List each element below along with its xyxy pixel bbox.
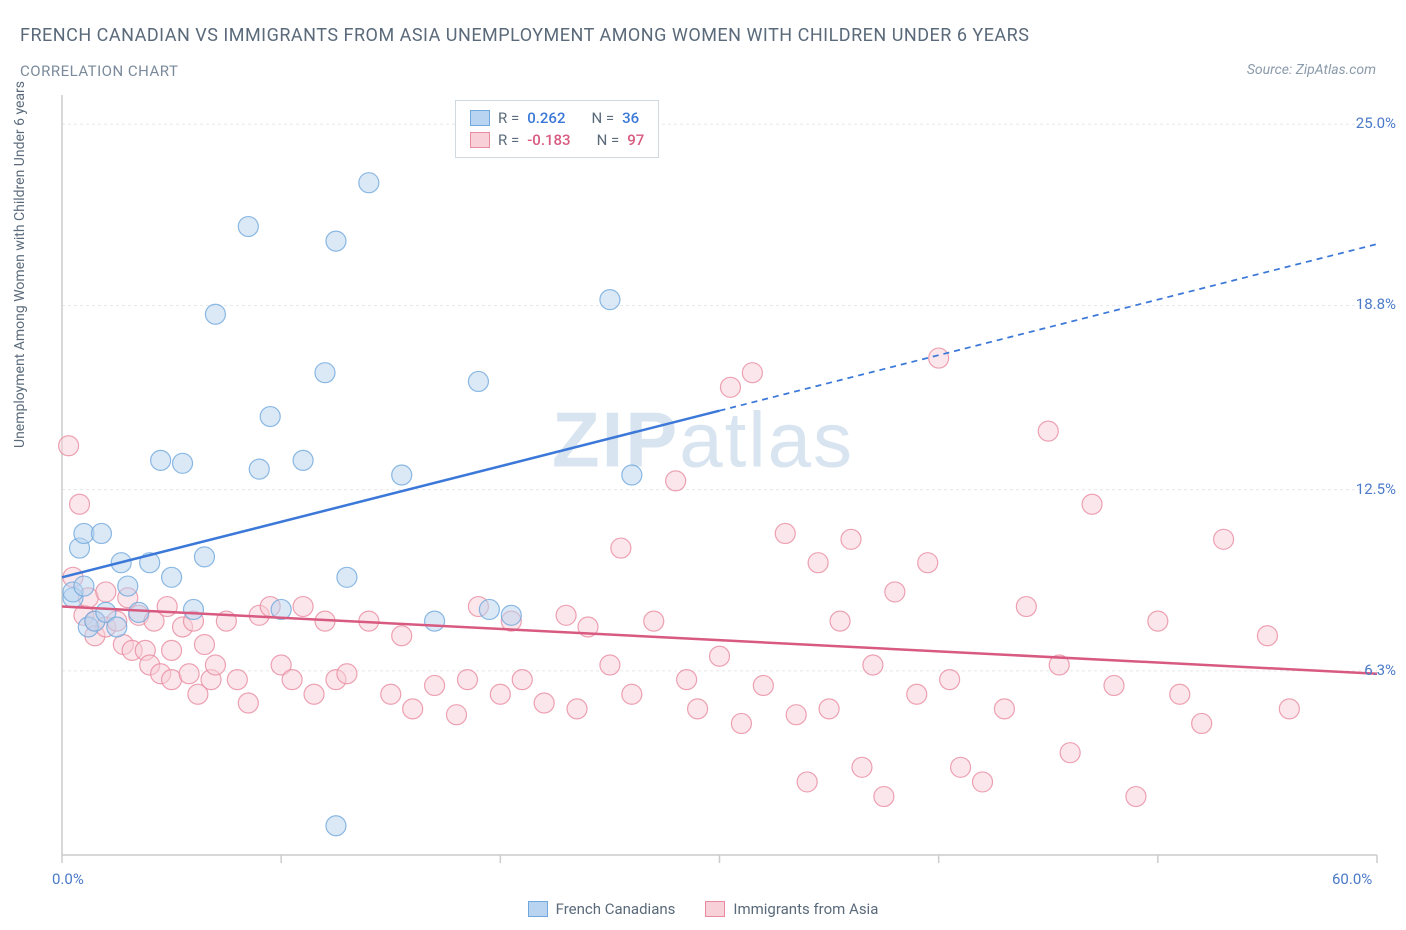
y-tick-label: 6.3% <box>1364 661 1396 679</box>
swatch-icon <box>470 132 490 148</box>
scatter-chart <box>0 0 1406 930</box>
bottom-legend: French Canadians Immigrants from Asia <box>0 900 1406 918</box>
legend-item-series-1: Immigrants from Asia <box>705 900 878 918</box>
stats-row-series-1: R = -0.183 N = 97 <box>470 129 644 151</box>
swatch-icon <box>705 901 725 917</box>
y-tick-label: 25.0% <box>1356 114 1396 132</box>
stats-row-series-0: R = 0.262 N = 36 <box>470 107 644 129</box>
legend-item-series-0: French Canadians <box>528 900 676 918</box>
y-tick-label: 12.5% <box>1356 480 1396 498</box>
swatch-icon <box>528 901 548 917</box>
x-tick-label: 60.0% <box>1332 870 1372 888</box>
swatch-icon <box>470 110 490 126</box>
x-tick-label: 0.0% <box>52 870 84 888</box>
y-tick-label: 18.8% <box>1356 295 1396 313</box>
stats-legend: R = 0.262 N = 36 R = -0.183 N = 97 <box>455 100 659 158</box>
